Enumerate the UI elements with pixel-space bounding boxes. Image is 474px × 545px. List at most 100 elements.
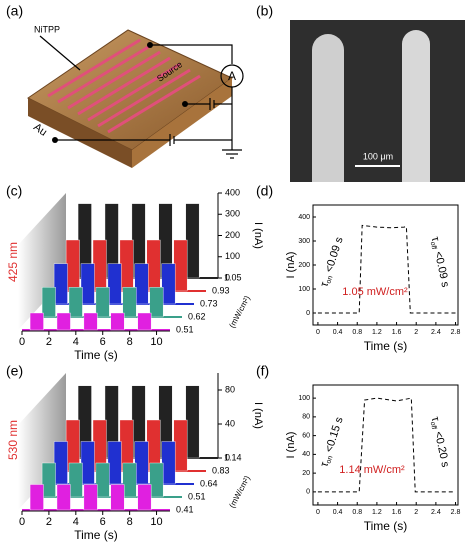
panel-label: (e) <box>6 363 23 379</box>
plot-frame <box>312 384 459 506</box>
pulse <box>83 312 98 331</box>
y-tick-label: 40 <box>225 418 235 428</box>
pulse <box>161 263 176 305</box>
x-tick-label: 10 <box>150 336 162 348</box>
pulse <box>137 484 152 511</box>
data-line <box>317 224 456 314</box>
annotation-symbol: τ <box>429 416 442 423</box>
pulse <box>65 239 80 292</box>
pulse <box>149 462 164 498</box>
y-tick-label: 400 <box>225 187 240 197</box>
y-tick-label: 0 <box>225 452 230 462</box>
pulse <box>95 462 110 498</box>
x-axis-label: Time (s) <box>364 339 408 353</box>
pulse <box>83 484 98 511</box>
y-tick-label: 200 <box>298 262 310 269</box>
x-tick-label: 8 <box>127 336 133 348</box>
x-tick-label: 2 <box>46 516 52 528</box>
x-tick-label: 0 <box>316 329 320 336</box>
y-tick-label: 200 <box>225 230 240 240</box>
x-tick-label: 6 <box>100 516 106 528</box>
depth-axis-label: (mW/cm²) <box>227 294 252 330</box>
x-tick-label: 2 <box>46 336 52 348</box>
pulse <box>137 312 152 331</box>
pulse <box>68 462 83 498</box>
micrograph <box>290 20 465 182</box>
y-tick-label: 80 <box>302 414 310 421</box>
x-tick-label: 2.4 <box>431 329 441 336</box>
pulse <box>185 203 200 279</box>
pulse <box>173 419 188 472</box>
x-tick-label: 1.2 <box>372 509 382 516</box>
y-axis-label: I (nA) <box>285 432 297 459</box>
panel-label: (d) <box>256 183 273 199</box>
side-wall <box>18 373 66 510</box>
x-tick-label: 2.4 <box>431 509 441 516</box>
pulse <box>134 441 149 485</box>
pulse <box>149 287 164 318</box>
panel-label: (a) <box>6 3 23 19</box>
y-tick-label: 100 <box>298 395 310 402</box>
annotation-text: <0.20 s <box>431 427 451 469</box>
depth-tick-label: 0.51 <box>188 491 206 501</box>
depth-tick-label: 0.64 <box>200 478 218 488</box>
x-tick-label: 0 <box>316 509 320 516</box>
depth-tick-label: 0.93 <box>212 285 230 295</box>
pulse <box>95 287 110 318</box>
pulse <box>80 263 95 305</box>
pulse <box>53 441 68 485</box>
pulse <box>41 287 56 318</box>
y-tick-label: 80 <box>225 384 235 394</box>
pulse <box>110 312 125 331</box>
x-tick-label: 10 <box>150 516 162 528</box>
annotation: τoff <0.20 s <box>428 416 451 470</box>
meter-label: A <box>228 69 236 83</box>
pulse <box>185 385 200 459</box>
x-tick-label: 2.8 <box>451 509 461 516</box>
depth-tick-label: 0.62 <box>188 311 206 321</box>
wavelength-label: 530 nm <box>6 420 20 460</box>
panel-label: (c) <box>6 183 22 199</box>
depth-tick-label: 1.14 <box>224 452 242 462</box>
x-tick-label: 0.4 <box>333 509 343 516</box>
annotation: τon <0.15 s <box>318 415 346 469</box>
scale-bar-label: 100 μm <box>363 151 393 161</box>
depth-axis-label: (mW/cm²) <box>227 474 252 510</box>
x-tick-label: 0.8 <box>352 329 362 336</box>
pulse <box>122 287 137 318</box>
y-tick-label: 100 <box>298 286 310 293</box>
x-tick-label: 6 <box>100 336 106 348</box>
pulse <box>68 287 83 318</box>
x-axis-label: Time (s) <box>74 528 118 542</box>
pulse <box>134 263 149 305</box>
x-tick-label: 0.8 <box>352 509 362 516</box>
annotation-text: <0.15 s <box>322 415 346 457</box>
note: 1.14 mW/cm² <box>339 464 405 476</box>
annotation-text: <0.09 s <box>431 247 451 289</box>
wavelength-label: 425 nm <box>6 242 20 282</box>
x-tick-label: 1.6 <box>392 509 402 516</box>
y-tick-label: 0 <box>306 310 310 317</box>
pulse <box>29 484 44 511</box>
x-tick-label: 1.2 <box>372 329 382 336</box>
x-tick-label: 4 <box>73 336 79 348</box>
x-tick-label: 0 <box>19 336 25 348</box>
data-line <box>317 397 456 493</box>
depth-tick-label: 0.83 <box>212 465 230 475</box>
annotation-subscript: on <box>325 455 334 465</box>
pulse <box>41 462 56 498</box>
x-tick-label: 8 <box>127 516 133 528</box>
x-axis-label: Time (s) <box>364 519 408 533</box>
depth-tick-label: 1.05 <box>224 272 242 282</box>
device-sketch <box>27 29 244 168</box>
pulse <box>146 239 161 292</box>
y-tick-label: 60 <box>302 432 310 439</box>
pulse <box>107 263 122 305</box>
material-label: NiTPP <box>34 24 60 34</box>
pulse <box>92 239 107 292</box>
y-axis-label: I (nA) <box>252 222 264 249</box>
panel-label: (f) <box>256 363 269 379</box>
x-tick-label: 0 <box>19 516 25 528</box>
